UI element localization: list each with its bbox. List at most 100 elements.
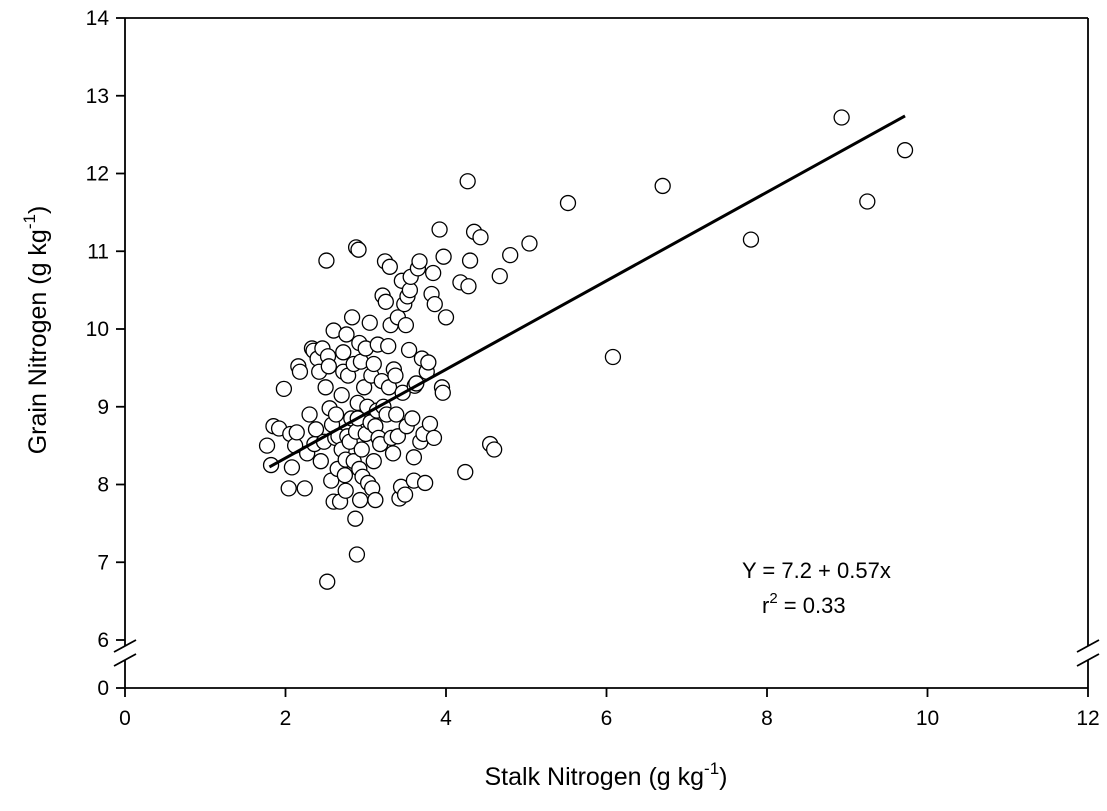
x-tick-label: 6 [601,707,613,730]
data-point [327,406,345,423]
data-point [491,267,508,285]
data-point [361,314,378,331]
x-tick-label: 0 [119,707,131,730]
y-tick-label: 8 [97,474,109,497]
data-point [485,441,503,458]
data-point [338,326,355,343]
data-point [461,252,479,269]
y-tick-label: 14 [86,7,110,30]
data-point [521,235,538,252]
x-tick-label: 10 [916,707,939,730]
x-tick-label: 2 [280,707,292,730]
y-tick-label: 6 [97,629,109,652]
y-tick-label: 12 [86,163,109,186]
data-point [307,421,325,438]
data-point [347,510,364,527]
data-point [336,467,354,484]
data-point [654,177,671,195]
data-point [335,344,352,361]
y-tick-label: 9 [97,396,109,419]
data-point [416,474,434,492]
data-point [301,406,318,423]
y-axis-ticks: 6 7 8 9 10 11 12 13 14 0 [86,7,125,700]
regression-line [268,114,906,469]
data-point [896,142,914,159]
data-point [381,258,398,275]
data-point [387,367,404,384]
data-point [404,410,421,427]
data-point [288,424,305,441]
axis-break-left-1 [113,639,137,653]
x-axis-ticks: 0 2 4 6 8 10 12 [119,688,1100,730]
r-squared-label: r2 = 0.33 [762,590,846,618]
data-point [420,354,437,371]
data-point [283,459,301,476]
data-point [320,358,337,375]
axis-break-marks [113,639,1100,667]
data-point [425,264,442,282]
y-tick-label: 7 [97,551,109,574]
data-point [312,453,329,470]
regression-line-group [268,114,906,469]
axis-break-right-1 [1076,639,1100,653]
data-point [317,379,334,396]
data-point [434,384,451,401]
data-point [425,429,443,447]
data-point [351,491,369,509]
data-point [380,337,397,355]
data-point [318,252,335,269]
data-point [353,441,370,458]
data-point [397,316,415,334]
y-tick-label: 13 [86,85,109,108]
data-point [559,194,577,212]
data-points [258,109,914,590]
data-point [275,380,293,398]
data-point [258,437,276,454]
data-point [296,480,313,497]
y-tick-label: 10 [86,318,109,341]
data-point [348,546,366,563]
data-point [437,309,455,326]
data-point [459,173,476,190]
data-point [280,480,297,497]
data-point [365,355,382,373]
data-point [457,463,474,481]
data-point [411,253,428,270]
x-axis-title: Stalk Nitrogen (g kg-1) [485,759,728,791]
data-point [604,348,622,366]
data-point [472,229,489,246]
data-point [431,221,448,238]
data-point [833,109,850,126]
y-tick-label: 11 [87,240,109,263]
axis-break-left-2 [113,653,137,667]
regression-equation: Y = 7.2 + 0.57x [742,558,891,583]
data-point [421,415,439,433]
data-point [377,293,394,310]
data-point [367,491,384,509]
data-point [405,449,423,466]
data-point [350,241,367,258]
data-point [291,363,309,380]
data-point [502,246,519,264]
data-point [365,453,382,470]
data-point [384,445,402,462]
data-point [859,193,876,210]
data-point [319,573,336,590]
x-tick-label: 4 [440,707,452,730]
data-point [388,406,405,423]
data-point [337,482,354,499]
y-tick-label: 0 [97,677,109,700]
data-point [343,309,361,326]
data-point [426,295,443,313]
axis-break-right-2 [1076,653,1100,667]
data-point [742,231,760,248]
data-point [400,341,418,359]
data-point [355,379,373,396]
x-tick-label: 8 [761,707,773,730]
y-axis-title: Grain Nitrogen (g kg-1) [20,206,52,455]
data-point [396,486,414,503]
data-point [435,248,452,265]
data-point [460,278,477,295]
x-tick-label: 12 [1076,707,1099,730]
